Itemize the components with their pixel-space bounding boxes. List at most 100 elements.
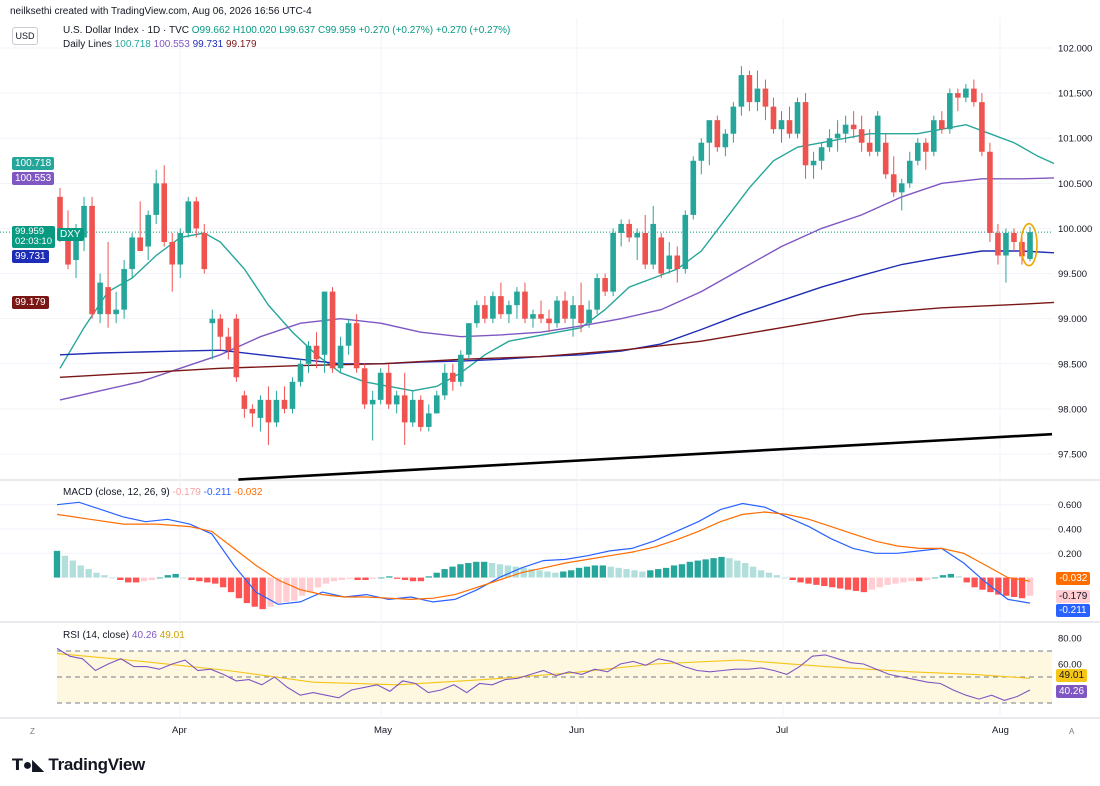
candle-body bbox=[963, 88, 969, 98]
daily-lines-legend[interactable]: Daily Lines 100.718 100.553 99.731 99.17… bbox=[63, 39, 257, 50]
macd-histogram-bar bbox=[797, 577, 804, 583]
candle-body bbox=[89, 205, 95, 315]
macd-histogram-bar bbox=[670, 565, 678, 578]
candle-body bbox=[818, 147, 825, 161]
candle-body bbox=[874, 115, 881, 152]
macd-histogram-bar bbox=[283, 577, 290, 602]
macd-histogram-bar bbox=[488, 563, 496, 578]
macd-label: MACD (close, 12, 26, 9) bbox=[63, 487, 170, 498]
macd-histogram-bar bbox=[639, 571, 646, 578]
macd-histogram-bar bbox=[219, 577, 227, 588]
candle-body bbox=[890, 174, 897, 193]
rsi-ma-badge: 49.01 bbox=[1056, 669, 1088, 682]
candle-body bbox=[105, 287, 111, 315]
candle-body bbox=[634, 232, 640, 238]
macd-histogram-bar bbox=[860, 577, 868, 593]
candle-body bbox=[987, 151, 993, 233]
candle-body bbox=[57, 196, 63, 233]
rsi-legend[interactable]: RSI (14, close) 40.26 49.01 bbox=[63, 630, 185, 641]
macd-histogram-bar bbox=[908, 577, 915, 582]
symbol-tag: DXY bbox=[57, 228, 84, 241]
macd-histogram-bar bbox=[180, 577, 187, 579]
macd-histogram-bar bbox=[378, 577, 385, 579]
candle-body bbox=[658, 237, 665, 274]
timezone-button[interactable]: Z bbox=[30, 727, 35, 736]
price-tick-label: 100.500 bbox=[1058, 179, 1092, 190]
candle-body bbox=[225, 336, 232, 351]
macd-line bbox=[56, 501, 1031, 605]
candle-body bbox=[450, 372, 456, 382]
candle-body bbox=[201, 232, 208, 270]
candle-body bbox=[65, 237, 71, 265]
candle-body bbox=[257, 399, 264, 418]
macd-histogram-bar bbox=[401, 577, 409, 580]
rsi-tick-label: 80.00 bbox=[1058, 634, 1082, 645]
ohlc-low: L99.637 bbox=[279, 25, 316, 36]
macd-histogram-bar bbox=[496, 564, 504, 578]
price-tick-label: 97.500 bbox=[1058, 450, 1087, 461]
candle-body bbox=[666, 255, 673, 270]
macd-value-2: -0.211 bbox=[203, 487, 232, 498]
macd-histogram-bar bbox=[69, 560, 76, 578]
candle-body bbox=[674, 255, 681, 270]
price-tick-label: 99.500 bbox=[1058, 269, 1087, 280]
symbol-title[interactable]: U.S. Dollar Index · 1D · TVC bbox=[63, 25, 189, 36]
macd-histogram-bar bbox=[544, 571, 551, 578]
macd-tick-label: 0.200 bbox=[1058, 549, 1082, 560]
candle-body bbox=[474, 305, 480, 324]
candle-body bbox=[826, 138, 833, 148]
macd-badge-signal: -0.032 bbox=[1056, 572, 1091, 585]
macd-histogram-bar bbox=[876, 577, 883, 588]
candle-body bbox=[81, 205, 87, 238]
price-tick-label: 100.000 bbox=[1058, 224, 1092, 235]
candle-body bbox=[97, 282, 103, 315]
candle-body bbox=[305, 345, 312, 364]
macd-histogram-bar bbox=[868, 577, 875, 590]
candle-body bbox=[562, 300, 568, 319]
macd-histogram-bar bbox=[947, 573, 955, 578]
daily-lines-label: Daily Lines bbox=[63, 39, 112, 50]
candle-body bbox=[185, 201, 192, 233]
moving-average-line bbox=[59, 123, 1055, 392]
macd-histogram-bar bbox=[971, 577, 978, 588]
candle-body bbox=[522, 291, 528, 319]
candle-body bbox=[778, 120, 785, 130]
rsi-line bbox=[56, 647, 1031, 701]
candle-body bbox=[433, 395, 440, 414]
candle-body bbox=[738, 75, 745, 107]
candle-body bbox=[930, 120, 937, 152]
candle-body bbox=[971, 88, 977, 103]
candle-body bbox=[914, 142, 921, 161]
candle-body bbox=[506, 305, 512, 315]
price-tick-label: 102.000 bbox=[1058, 44, 1092, 55]
macd-histogram-bar bbox=[1018, 577, 1026, 599]
macd-histogram-bar bbox=[362, 577, 369, 580]
rsi-badge: 40.26 bbox=[1056, 685, 1088, 698]
macd-histogram-bar bbox=[441, 569, 448, 578]
macd-histogram-bar bbox=[607, 566, 614, 578]
macd-legend[interactable]: MACD (close, 12, 26, 9) -0.179 -0.211 -0… bbox=[63, 487, 262, 498]
macd-histogram-bar bbox=[805, 577, 812, 584]
macd-histogram-bar bbox=[156, 577, 164, 579]
candle-body bbox=[530, 314, 536, 319]
macd-histogram-bar bbox=[101, 575, 108, 578]
macd-histogram-bar bbox=[212, 577, 219, 584]
auto-scale-button[interactable]: A bbox=[1069, 727, 1075, 736]
macd-histogram-bar bbox=[188, 577, 195, 580]
currency-button[interactable]: USD bbox=[12, 27, 38, 45]
macd-histogram-bar bbox=[196, 577, 203, 582]
candle-body bbox=[730, 106, 737, 134]
candle-body bbox=[321, 291, 328, 355]
macd-histogram-bar bbox=[117, 577, 124, 580]
candle-body bbox=[850, 124, 857, 130]
x-label-jun: Jun bbox=[569, 725, 585, 736]
macd-histogram-bar bbox=[85, 569, 92, 578]
candle-body bbox=[217, 318, 224, 337]
candle-body bbox=[514, 291, 520, 306]
candle-body bbox=[193, 201, 200, 229]
candle-body bbox=[377, 372, 384, 400]
macd-histogram-bar bbox=[923, 577, 931, 580]
price-tick-label: 101.000 bbox=[1058, 134, 1092, 145]
candle-body bbox=[995, 232, 1001, 256]
